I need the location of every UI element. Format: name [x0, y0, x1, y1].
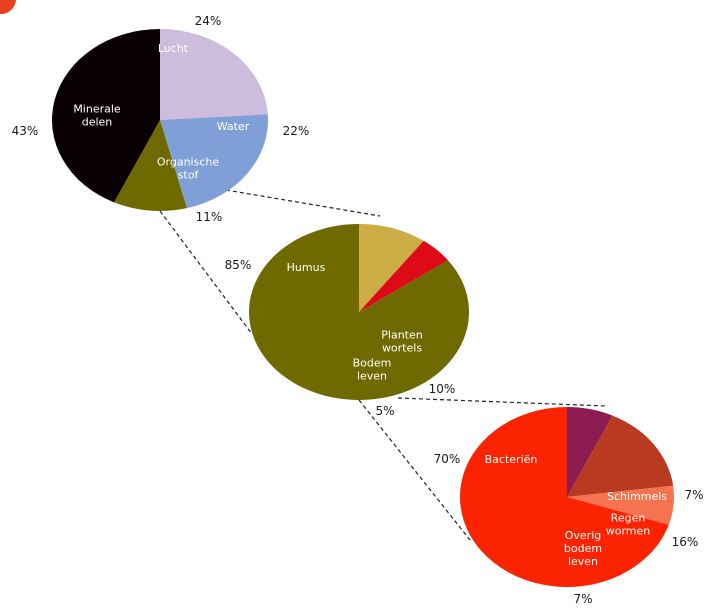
percent-label-bodem-leven: 5%: [375, 404, 394, 418]
slice-label-bacteri-n: Bacteriën: [485, 453, 538, 466]
pie-chart-1: Lucht 24% Water 22% Organische stof 11% Mineral…: [12, 14, 310, 224]
connector-line-4: [397, 397, 607, 407]
pie-slice-organische-stof: [114, 120, 187, 211]
slice-label-schimmels: Schimmels: [607, 490, 667, 503]
percent-label-organische-stof: 11%: [196, 210, 223, 224]
percent-label-planten-wortels: 10%: [429, 382, 456, 396]
pie-chart-3: Schimmels 7% Regen wormen 16% Overig bodem leve…: [434, 407, 704, 606]
pie-slice-overig-bodem-leven: [567, 485, 675, 525]
pie-slice-regen-wormen: [567, 415, 674, 497]
slice-label-minerale-delen: Minerale delen: [73, 103, 121, 129]
percent-label-regen-wormen: 16%: [672, 535, 699, 549]
pie-chart-2: Planten wortels 10% Bodem leven 5% Humus 85%: [225, 224, 470, 418]
slice-label-regen-wormen: Regen wormen: [606, 512, 651, 538]
slice-label-humus: Humus: [287, 261, 326, 274]
pie-slice-lucht: [160, 29, 268, 120]
connector-line-1: [159, 210, 253, 335]
pies-group: Lucht 24% Water 22% Organische stof 11% Mineral…: [12, 14, 704, 606]
pie-slice-water: [160, 114, 269, 209]
percent-label-water: 22%: [283, 124, 310, 138]
pie-slice-schimmels: [567, 407, 613, 497]
percent-label-humus: 85%: [225, 258, 252, 272]
slice-label-lucht: Lucht: [158, 42, 189, 55]
pie-slice-bacteri-n: [459, 407, 669, 588]
pie-slice-minerale-delen: [52, 29, 160, 203]
slice-label-organische-stof: Organische stof: [157, 156, 219, 182]
connector-lines: [159, 189, 607, 541]
slice-label-overig-bodem-leven: Overig bodem leven: [564, 529, 602, 568]
pie-slice-planten-wortels: [359, 224, 424, 312]
connector-line-2: [225, 189, 381, 217]
percent-label-bacteri-n: 70%: [434, 452, 461, 466]
slice-label-planten-wortels: Planten wortels: [381, 329, 422, 355]
pie-slice-bodem-leven: [359, 240, 448, 312]
pie-slice-humus: [249, 224, 470, 400]
percent-label-schimmels: 7%: [684, 488, 703, 502]
connector-line-3: [358, 399, 471, 541]
percent-label-lucht: 24%: [195, 14, 222, 28]
percent-label-minerale-delen: 43%: [12, 124, 39, 138]
slice-label-bodem-leven: Bodem leven: [353, 357, 392, 383]
slice-label-water: Water: [217, 120, 250, 133]
percent-label-overig-bodem-leven: 7%: [573, 592, 592, 604]
